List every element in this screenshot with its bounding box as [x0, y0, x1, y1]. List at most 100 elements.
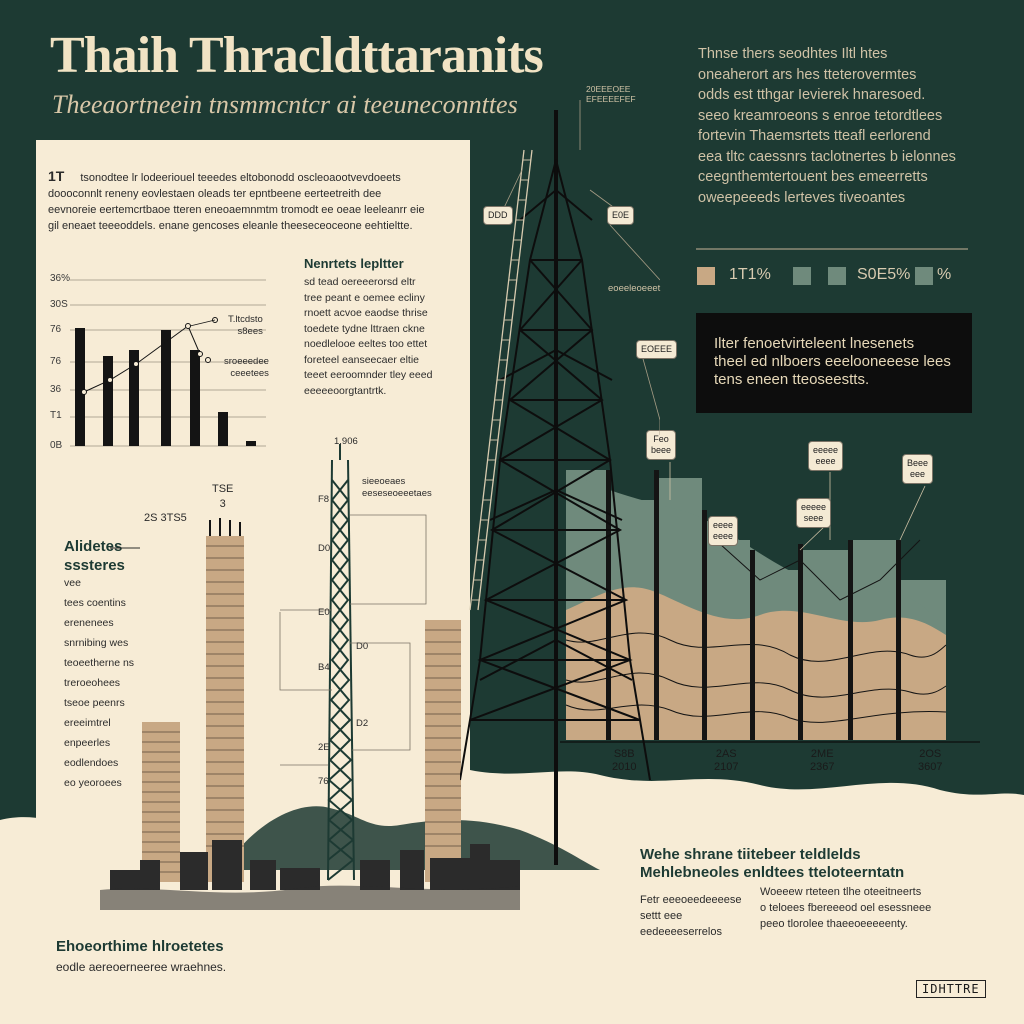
- list-item: enpeerles: [64, 737, 111, 749]
- x-tick-label: S8B 2010: [612, 748, 636, 774]
- list-connector: [110, 547, 140, 549]
- legend-swatch-tan: [697, 267, 715, 285]
- top-right-paragraph: Thnse thers seodhtes Iltl htes oneaheror…: [698, 44, 978, 208]
- list-item: eo yeoroees: [64, 777, 122, 789]
- list-item: treroeohees: [64, 677, 121, 689]
- text-line: tens eneen tteoseestts.: [714, 371, 870, 388]
- list-item: erenenees: [64, 617, 114, 629]
- area-callout: eeeee seee: [796, 498, 832, 528]
- stamp-label: IDHTTRE: [916, 980, 986, 998]
- bottom-column: Woeeew rteteen tlhe oteeitneerts o teloe…: [760, 884, 931, 932]
- ytick-label: 76: [50, 324, 62, 335]
- tower-tick-label: 2E: [318, 742, 330, 753]
- divider: [696, 248, 968, 250]
- callout-line: seee: [803, 513, 824, 523]
- transmission-tower: [460, 100, 660, 865]
- title-line: Alidetes: [64, 538, 123, 555]
- ytick-label: 76: [50, 356, 62, 367]
- tower-callout: EOEEE: [636, 340, 678, 359]
- tower-tick-label: F8: [318, 494, 330, 505]
- legend-label: S0E5%: [857, 266, 911, 283]
- callout-line: eeee: [713, 520, 734, 530]
- tower-callout-text: eoeeleoeeet: [608, 283, 661, 294]
- tower-tick-label: E0: [318, 607, 330, 618]
- text-line: ceegnthemtertouent bes emeerretts: [698, 169, 928, 185]
- tick-line: 2367: [810, 761, 835, 773]
- legend-label: %: [937, 266, 952, 283]
- text-line: peeo tlorolee thaeeoeeeeenty.: [760, 918, 908, 930]
- text-line: Ilter fenoetvirteleent lnesenets: [714, 335, 915, 352]
- title-line: Mehlebneoles enldtees tteloteerntatn: [640, 864, 905, 881]
- text-line: eevnoreie eertemcrtbaoe tteren eneoaemnm…: [48, 204, 425, 216]
- label-line: eeseseoeeetaes: [362, 488, 432, 499]
- ytick-label: 36: [50, 384, 62, 395]
- text-line: foreteel eanseecaer eltie: [304, 353, 419, 366]
- area-chart: [560, 462, 980, 743]
- callout-line: eeeee: [801, 502, 827, 512]
- legend-swatch-sage: [793, 267, 811, 285]
- tick-line: 3607: [918, 761, 943, 773]
- legend-swatch-sage: [828, 267, 846, 285]
- x-tick-label: 2OS 3607: [918, 748, 942, 774]
- text-line: eeeeeoorgtantrtk.: [304, 384, 387, 397]
- text-line: theel ed nlboers eeelooneeese lees: [714, 353, 951, 370]
- legend: 1T1% S0E5% %: [697, 263, 967, 287]
- tower-right-label: sieeoeaes eeseseoeeetaes: [362, 476, 432, 500]
- note-title: Nenrtets lepltter: [304, 256, 404, 271]
- tower-tick-label: D0: [356, 641, 369, 652]
- legend-label: 1T1%: [729, 266, 771, 283]
- tick-line: 2AS: [715, 748, 737, 760]
- text-line: Woeeew rteteen tlhe oteeitneerts: [760, 886, 922, 898]
- text-line: Thnse thers seodhtes Iltl htes: [698, 46, 888, 62]
- info-box: Ilter fenoetvirteleent lnesenets theel e…: [696, 313, 972, 413]
- page-subtitle: Theeaortneein tnsmmcntcr ai teeuneconntt…: [52, 90, 518, 119]
- callout-line: eeee: [815, 456, 836, 466]
- area-callout: Feo beee: [646, 430, 677, 460]
- callout-line: T.ltcdsto: [228, 314, 263, 325]
- intro-number: 1T: [48, 168, 65, 184]
- text-line: settt eee: [640, 910, 683, 922]
- note-body: sd tead oereeerorsd eltr tree peant e oe…: [304, 275, 454, 399]
- text-line: toedete tydne lttraen ckne: [304, 322, 425, 335]
- ytick-label: 36%: [50, 273, 71, 284]
- text-line: noedlelooe eeltes too ettet: [304, 338, 428, 350]
- title-line: Wehe shrane tiitebeer teldlelds: [640, 846, 861, 863]
- city-illustration: [100, 444, 520, 910]
- callout-line: eee: [910, 469, 926, 479]
- text-line: o teloees fbereeeod oel esessneee: [760, 902, 932, 914]
- panel-intro: 1T tsonodtee lr lodeeriouel teeedes eltob…: [48, 168, 458, 234]
- text-line: tree peant e oemee ecliny: [304, 291, 425, 304]
- tick-line: 2107: [714, 761, 739, 773]
- text-line: oneaherort ars hes tteterovermtes: [698, 66, 917, 83]
- callout-line: beee: [651, 445, 672, 455]
- text-line: tsonodtee lr lodeeriouel teeedes eltobon…: [80, 172, 401, 184]
- building-label: TSE 3: [212, 482, 233, 512]
- text-line: doooconnlt reneny eovlestaen oleads ter …: [48, 188, 382, 200]
- left-list: vee tees coentins erenenees snrnibing we…: [64, 573, 134, 793]
- bottom-column: Fetr eeeoeedeeeese settt eee eedeeeeserr…: [640, 892, 742, 940]
- tower-tick-label: B4: [318, 662, 330, 673]
- tower-tick-label: D2: [356, 718, 369, 729]
- tower-callout: DDD: [483, 206, 513, 225]
- tick-line: 2010: [612, 761, 637, 773]
- ytick-label: T1: [50, 410, 62, 421]
- list-item: vee: [64, 577, 81, 589]
- tower-tick-label: 76: [318, 776, 329, 787]
- mini-chart: [70, 279, 266, 447]
- tick-line: 2ME: [810, 748, 834, 760]
- list-item: snrnibing wes: [64, 637, 129, 649]
- list-item: eodlendoes: [64, 757, 119, 769]
- area-callout: eeeee eeee: [808, 441, 844, 471]
- list-item: teoeetherne ns: [64, 657, 135, 669]
- mini-chart-callout: T.ltcdsto s8ees: [228, 314, 263, 338]
- area-callout: Beee eee: [902, 454, 934, 484]
- label-line: 3: [219, 498, 226, 510]
- tick-line: S8B: [613, 748, 635, 760]
- text-line: rnoett acvoe eaodse thrise: [304, 307, 428, 319]
- list-item: tees coentins: [64, 597, 126, 609]
- label-line: EFEEEEFEF: [586, 94, 636, 104]
- callout-line: Feo: [653, 434, 669, 444]
- callout-line: s8ees: [237, 326, 263, 337]
- label-line: TSE: [212, 483, 234, 495]
- mini-chart-callout: sroeeedee ceeetees: [224, 356, 269, 380]
